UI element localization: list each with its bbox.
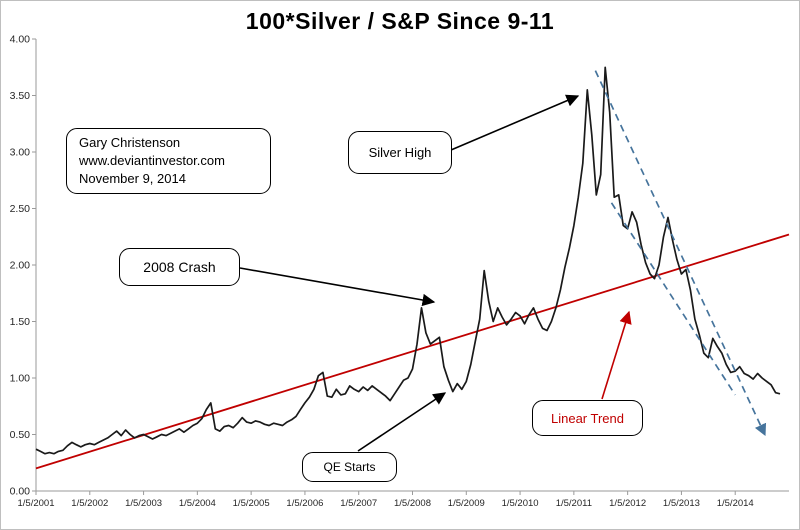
linear-trend-line	[35, 233, 790, 470]
silver-high-arrow	[450, 94, 580, 151]
linear-trend-callout: Linear Trend	[532, 400, 643, 436]
y-tick-label: 1.00	[10, 373, 31, 385]
y-tick-label: 3.50	[10, 90, 31, 102]
crash-2008-callout: 2008 Crash	[119, 248, 240, 286]
y-tick-label: 4.00	[10, 34, 31, 46]
x-tick-label: 1/5/2004	[179, 498, 216, 509]
crash-2008-arrow	[239, 267, 436, 307]
x-tick-label: 1/5/2003	[125, 498, 162, 509]
x-tick-label: 1/5/2011	[556, 498, 592, 509]
qe-starts-callout: QE Starts	[302, 452, 397, 482]
down-channel-line	[594, 70, 767, 437]
qe-starts-label: QE Starts	[323, 460, 376, 474]
x-tick-label: 1/5/2001	[18, 498, 55, 509]
linear-trend-arrow	[601, 310, 632, 400]
y-tick-label: 0.00	[10, 486, 31, 498]
silver-high-label: Silver High	[368, 145, 432, 160]
y-tick-label: 3.00	[10, 147, 31, 159]
y-tick-label: 0.50	[10, 429, 31, 441]
crash-2008-label: 2008 Crash	[143, 259, 216, 275]
y-tick-label: 1.50	[10, 316, 31, 328]
x-tick-label: 1/5/2002	[71, 498, 108, 509]
credit-site: www.deviantinvestor.com	[79, 152, 225, 168]
x-tick-label: 1/5/2014	[717, 498, 754, 509]
x-tick-label: 1/5/2012	[609, 498, 646, 509]
y-tick-label: 2.00	[10, 260, 31, 272]
linear-trend-label: Linear Trend	[551, 410, 624, 426]
x-tick-label: 1/5/2006	[286, 498, 323, 509]
credit-name: Gary Christenson	[79, 134, 181, 150]
down-channel-line	[610, 202, 736, 396]
x-tick-label: 1/5/2007	[340, 498, 377, 509]
credit-box: Gary Christenson www.deviantinvestor.com…	[66, 128, 271, 194]
qe-starts-arrow	[357, 392, 447, 452]
x-tick-label: 1/5/2005	[233, 498, 270, 509]
x-tick-label: 1/5/2008	[394, 498, 431, 509]
x-tick-label: 1/5/2013	[663, 498, 700, 509]
x-tick-label: 1/5/2009	[448, 498, 485, 509]
y-tick-label: 2.50	[10, 203, 31, 215]
credit-date: November 9, 2014	[79, 171, 186, 187]
chart-title: 100*Silver / S&P Since 9-11	[245, 8, 555, 34]
x-tick-label: 1/5/2010	[502, 498, 539, 509]
price-line	[35, 66, 781, 455]
silver-high-callout: Silver High	[348, 131, 452, 174]
